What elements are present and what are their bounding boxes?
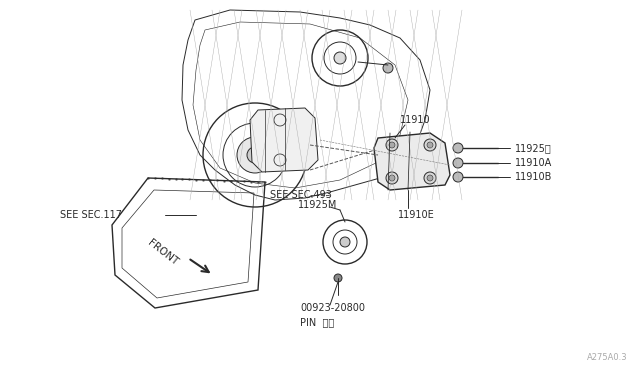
Circle shape <box>427 142 433 148</box>
Circle shape <box>386 139 398 151</box>
Text: 00923-20800: 00923-20800 <box>300 303 365 313</box>
Text: A275A0.3: A275A0.3 <box>588 353 628 362</box>
Circle shape <box>389 175 395 181</box>
Circle shape <box>237 137 273 173</box>
Circle shape <box>389 142 395 148</box>
Polygon shape <box>250 108 318 172</box>
Circle shape <box>453 158 463 168</box>
Text: 11910E: 11910E <box>398 210 435 220</box>
Circle shape <box>334 52 346 64</box>
Text: 11910: 11910 <box>400 115 431 125</box>
Text: 11925フ: 11925フ <box>515 143 552 153</box>
Text: FRONT: FRONT <box>146 237 180 267</box>
Circle shape <box>453 143 463 153</box>
Text: 11910B: 11910B <box>515 172 552 182</box>
Circle shape <box>427 175 433 181</box>
Circle shape <box>340 237 350 247</box>
Circle shape <box>424 139 436 151</box>
Circle shape <box>424 172 436 184</box>
Text: 11910A: 11910A <box>515 158 552 168</box>
Circle shape <box>453 172 463 182</box>
Text: SEE SEC.117: SEE SEC.117 <box>60 210 122 220</box>
Text: 11925M: 11925M <box>298 200 337 210</box>
Text: SEE SEC.493: SEE SEC.493 <box>270 190 332 200</box>
Circle shape <box>334 274 342 282</box>
Circle shape <box>383 63 393 73</box>
Circle shape <box>386 172 398 184</box>
Text: PIN  ビン: PIN ビン <box>300 317 334 327</box>
Circle shape <box>247 147 263 163</box>
Polygon shape <box>374 133 450 190</box>
